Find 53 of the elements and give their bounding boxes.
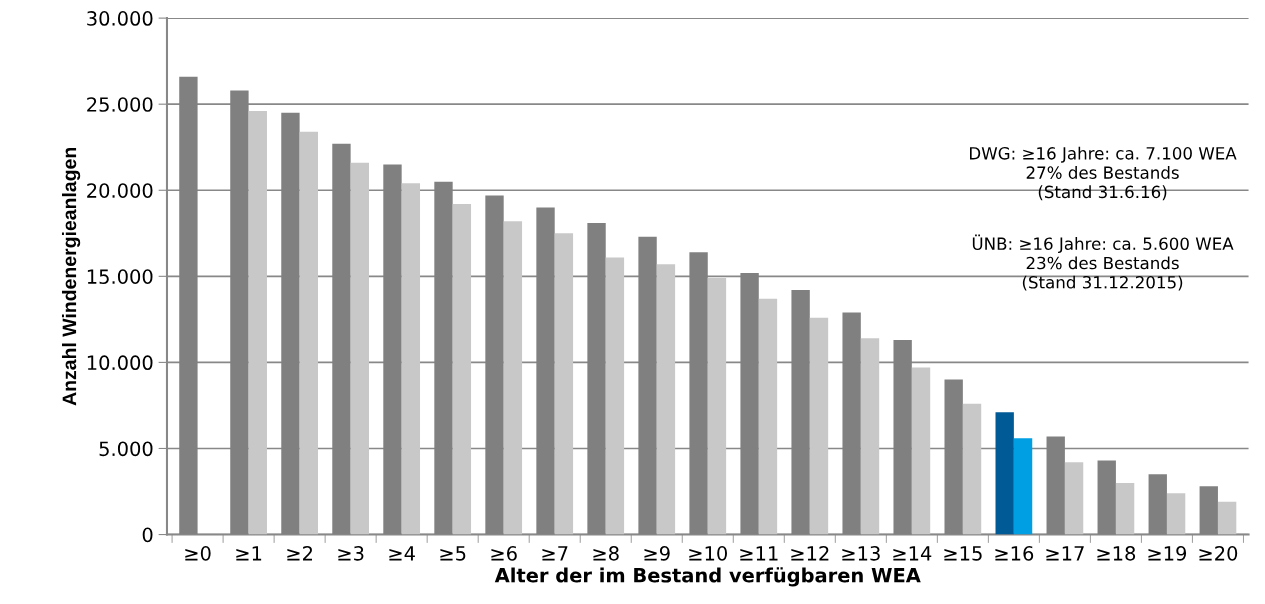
y-tick-label: 30.000 — [87, 11, 153, 26]
x-tick-label: ≥15 — [944, 546, 982, 561]
x-axis-title: Alter der im Bestand verfügbaren WEA — [494, 567, 921, 587]
bar — [605, 257, 625, 535]
bar — [503, 221, 523, 535]
x-tick-label: ≥18 — [1097, 545, 1136, 561]
annotation: ÜNB: ≥16 Jahre: ca. 5.600 WEA 23% des Bestands (Stand 31.12.2015) — [972, 234, 1234, 291]
x-tick-label: ≥14 — [893, 546, 932, 561]
x-tick-label: ≥13 — [842, 545, 880, 561]
bar — [911, 367, 931, 535]
x-tick-label: ≥7 — [542, 546, 568, 561]
y-tick-label: 0 — [142, 527, 153, 543]
x-tick-label: ≥1 — [236, 546, 262, 561]
y-tick-label: 10.000 — [87, 355, 153, 371]
bar — [1166, 493, 1186, 535]
bar — [860, 338, 880, 535]
x-tick-label: ≥20 — [1199, 545, 1238, 561]
y-tick-label: 5.000 — [99, 441, 153, 457]
annotation: DWG: ≥16 Jahre: ca. 7.100 WEA 27% des Bestands (Stand 31.6.16) — [970, 146, 1237, 201]
x-tick-label: ≥3 — [338, 545, 364, 561]
bar — [401, 183, 421, 535]
bar — [995, 412, 1014, 535]
bar — [1115, 482, 1135, 535]
bar — [554, 233, 574, 535]
bar — [707, 278, 727, 535]
bar — [758, 298, 778, 535]
bar — [248, 111, 267, 535]
x-tick-label: ≥17 — [1046, 546, 1084, 561]
x-tick-label: ≥10 — [689, 545, 727, 561]
bar — [809, 317, 829, 535]
y-tick-label: 15.000 — [87, 269, 153, 284]
x-tick-label: ≥8 — [593, 545, 619, 561]
x-tick-label: ≥12 — [791, 545, 829, 561]
x-tick-label: ≥5 — [440, 546, 466, 561]
x-tick-label: ≥9 — [644, 545, 670, 561]
x-tick-label: ≥2 — [287, 545, 313, 561]
x-tick-label: ≥4 — [389, 546, 415, 561]
bar — [452, 204, 472, 535]
bar — [1013, 438, 1033, 535]
bar — [350, 162, 370, 535]
bar — [962, 403, 982, 535]
x-tick-label: ≥6 — [491, 545, 517, 561]
y-axis-title: Anzahl Windenergieanlagen — [61, 147, 81, 406]
y-tick-label: 20.000 — [87, 183, 153, 198]
x-tick-label: ≥11 — [740, 546, 778, 561]
y-tick-label: 25.000 — [87, 97, 153, 112]
bar — [1217, 501, 1237, 535]
bar — [1064, 462, 1084, 535]
bar — [299, 131, 318, 535]
x-tick-label: ≥0 — [185, 545, 211, 561]
bar — [656, 264, 676, 535]
x-tick-label: ≥16 — [995, 545, 1034, 561]
x-tick-label: ≥19 — [1148, 545, 1187, 561]
